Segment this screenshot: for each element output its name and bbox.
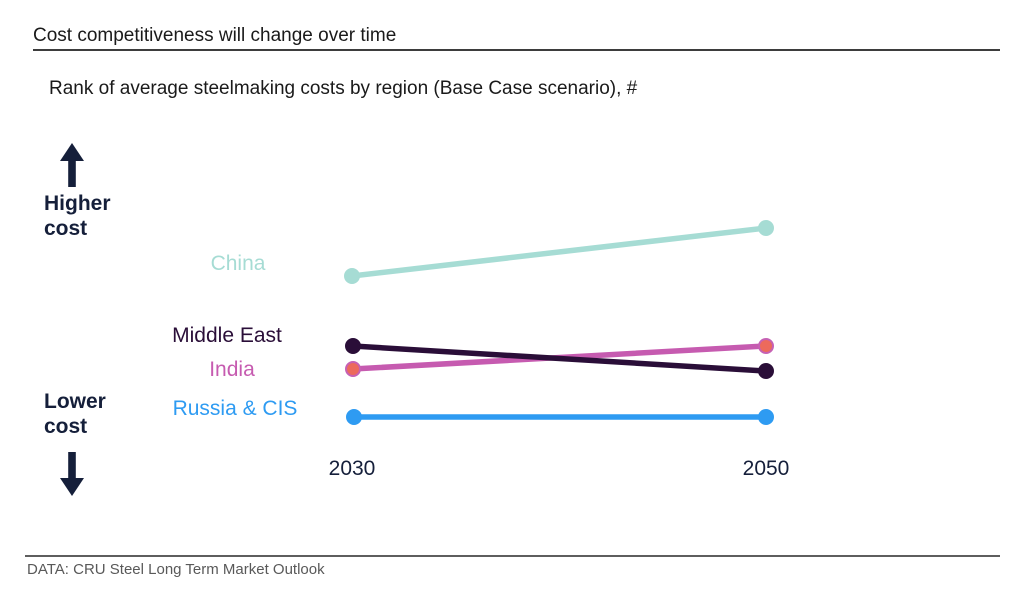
title-divider <box>33 49 1000 51</box>
data-point-middle-east-2030 <box>345 338 361 354</box>
data-point-middle-east-2050 <box>758 363 774 379</box>
series-label-china: China <box>210 252 266 275</box>
data-point-china-2030 <box>344 268 360 284</box>
series-line-china <box>349 225 769 279</box>
series-label-russia-cis: Russia & CIS <box>172 397 298 420</box>
data-source-note: DATA: CRU Steel Long Term Market Outlook <box>27 561 325 578</box>
page-title: Cost competitiveness will change over ti… <box>33 25 397 46</box>
footer-divider <box>25 555 1000 557</box>
arrow-up-icon <box>60 143 84 187</box>
data-point-china-2050 <box>758 220 774 236</box>
series-label-india: India <box>209 358 255 381</box>
chart-title: Rank of average steelmaking costs by reg… <box>49 78 638 99</box>
series-line-india <box>350 343 769 372</box>
arrow-down-icon <box>60 452 84 496</box>
lower-cost-label: Lower cost <box>44 390 106 438</box>
series-line-middle-east <box>350 343 769 374</box>
data-point-russia-cis-2030 <box>346 409 362 425</box>
x-tick-2030: 2030 <box>328 457 376 480</box>
data-point-india-2030 <box>345 361 361 377</box>
higher-cost-label: Higher cost <box>44 192 111 240</box>
x-tick-2050: 2050 <box>742 457 790 480</box>
data-point-russia-cis-2050 <box>758 409 774 425</box>
data-point-india-2050 <box>758 338 774 354</box>
series-label-middle-east: Middle East <box>172 324 282 347</box>
